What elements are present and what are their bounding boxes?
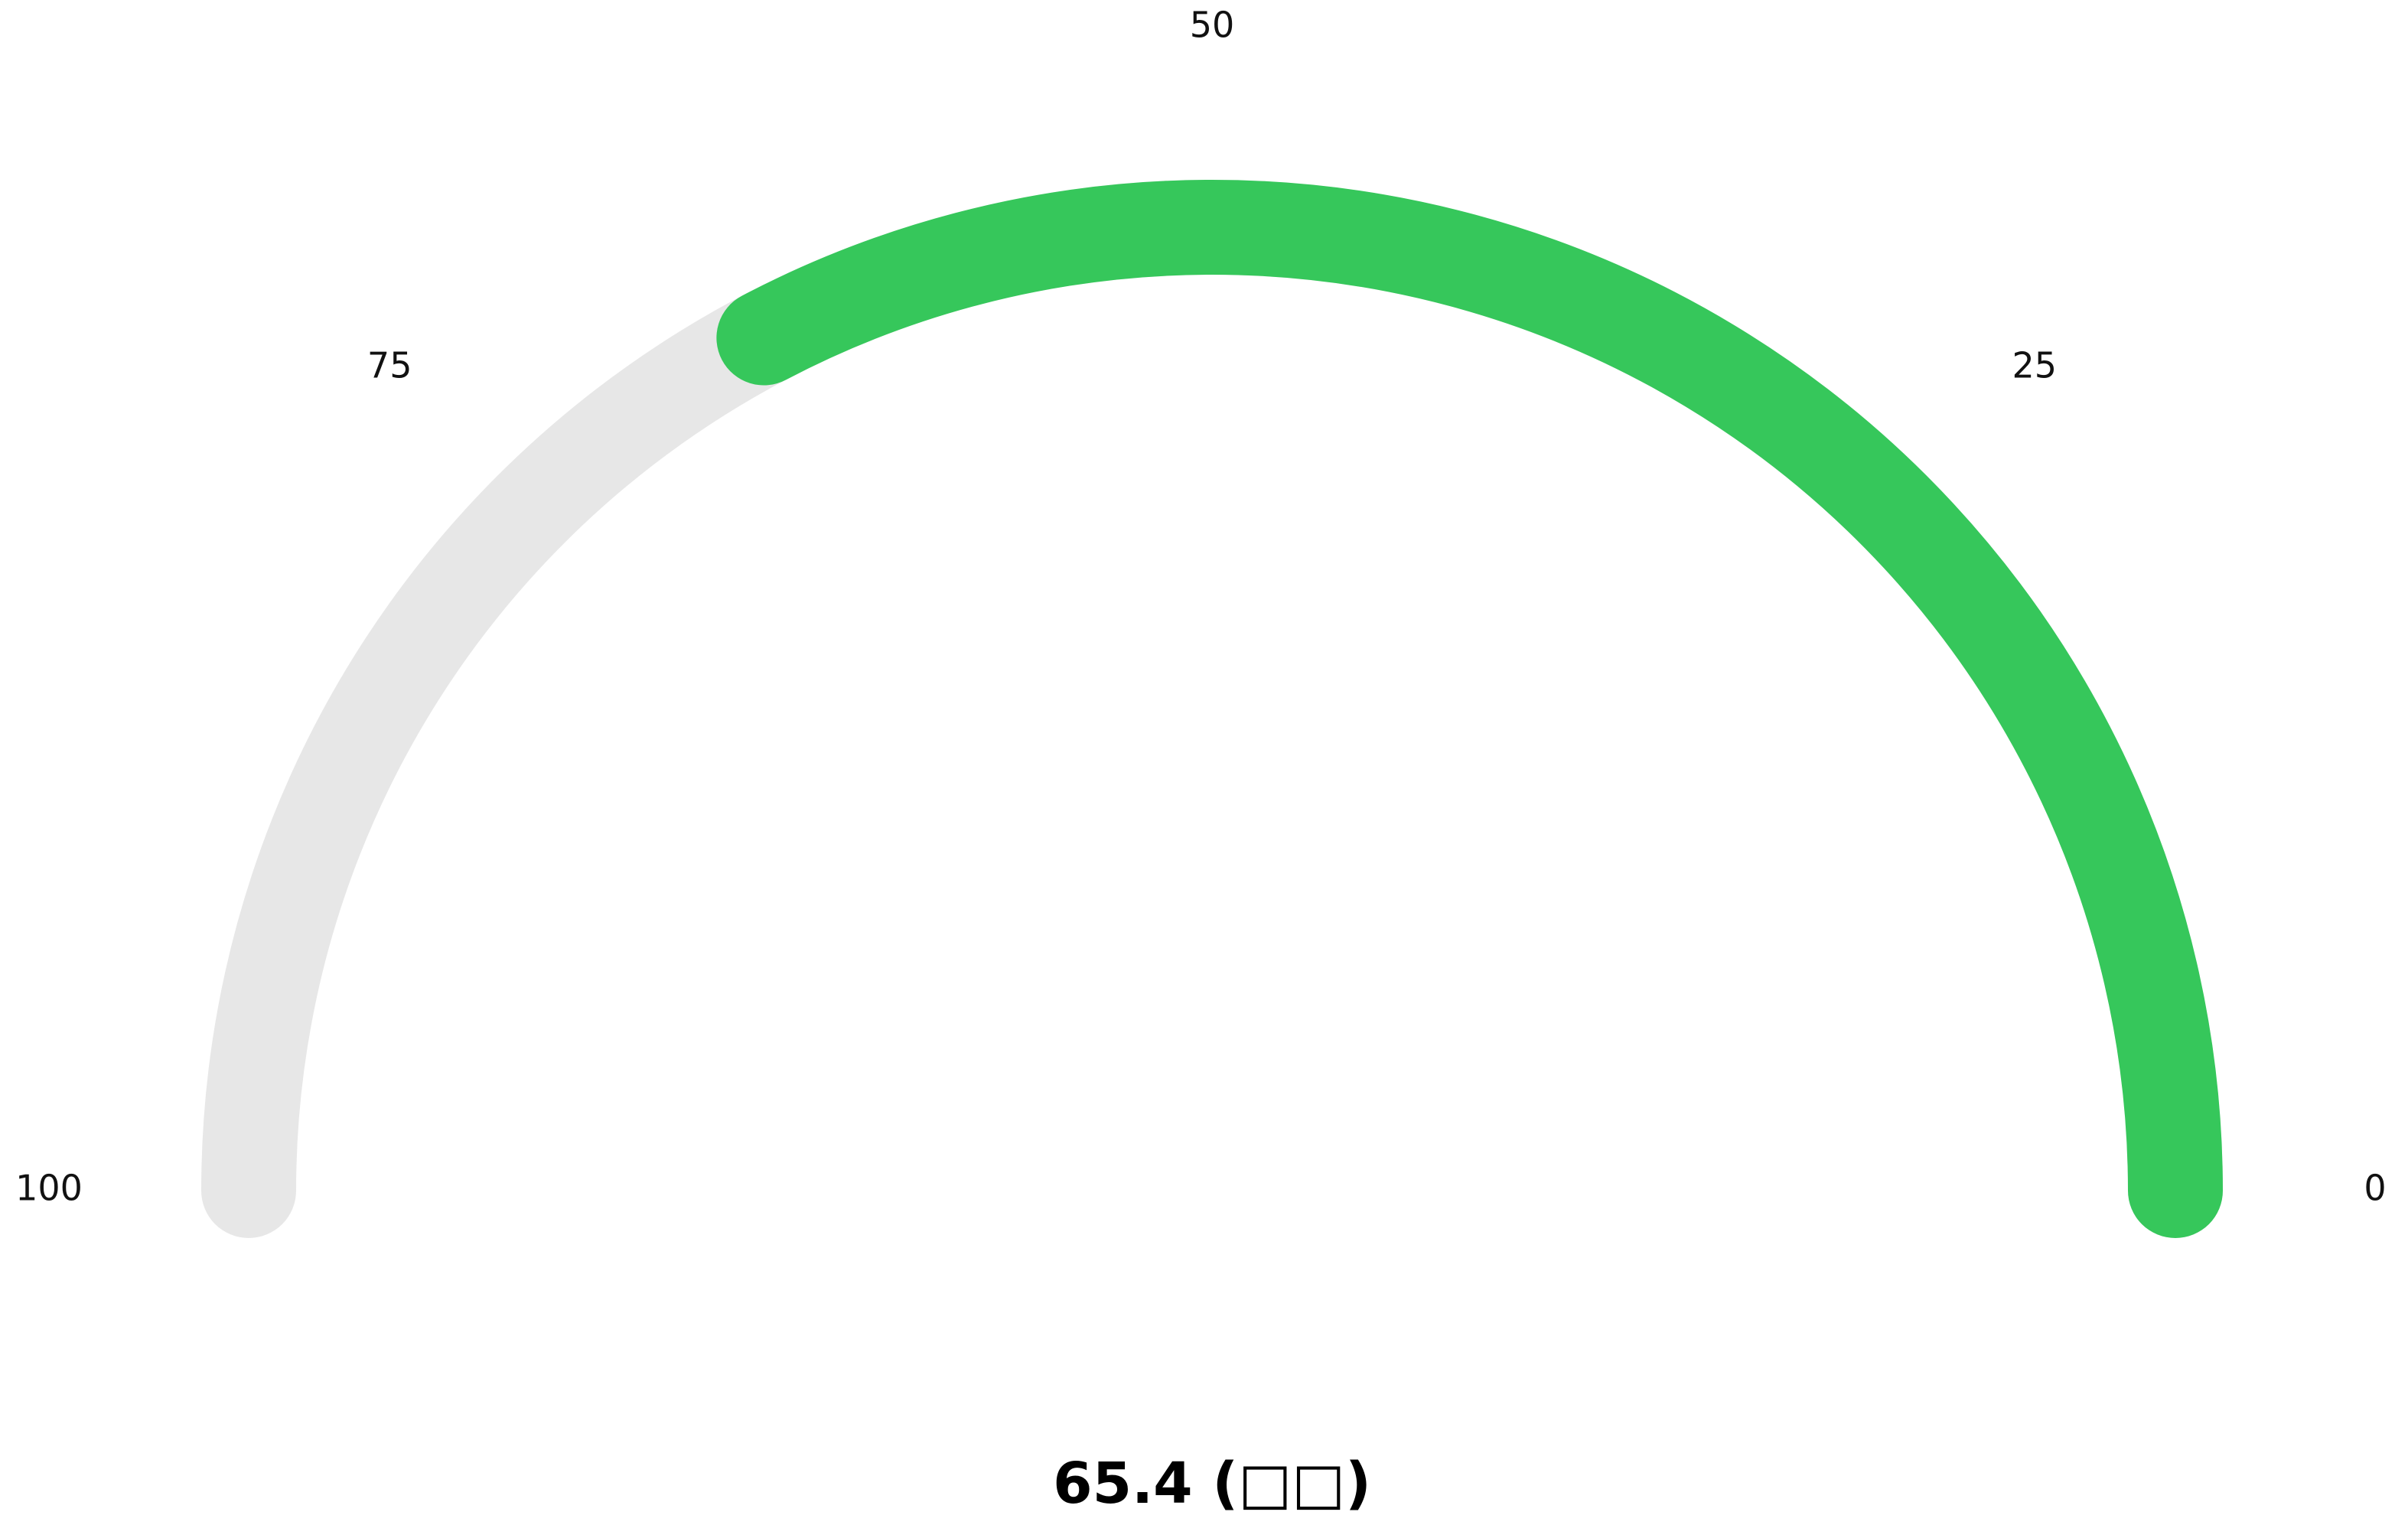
tick-label-25: 25 [2012, 345, 2058, 386]
gauge-track [201, 180, 2223, 1238]
gauge-tick-labels: 0 25 50 75 100 [15, 5, 2387, 1209]
gauge-value-label: 65.4 (□□) [1053, 1451, 1371, 1517]
tick-label-100: 100 [15, 1168, 83, 1209]
tick-label-75: 75 [367, 345, 412, 386]
tick-label-0: 0 [2364, 1168, 2386, 1209]
gauge-value-arc [716, 180, 2223, 1238]
tick-label-50: 50 [1190, 5, 1235, 46]
